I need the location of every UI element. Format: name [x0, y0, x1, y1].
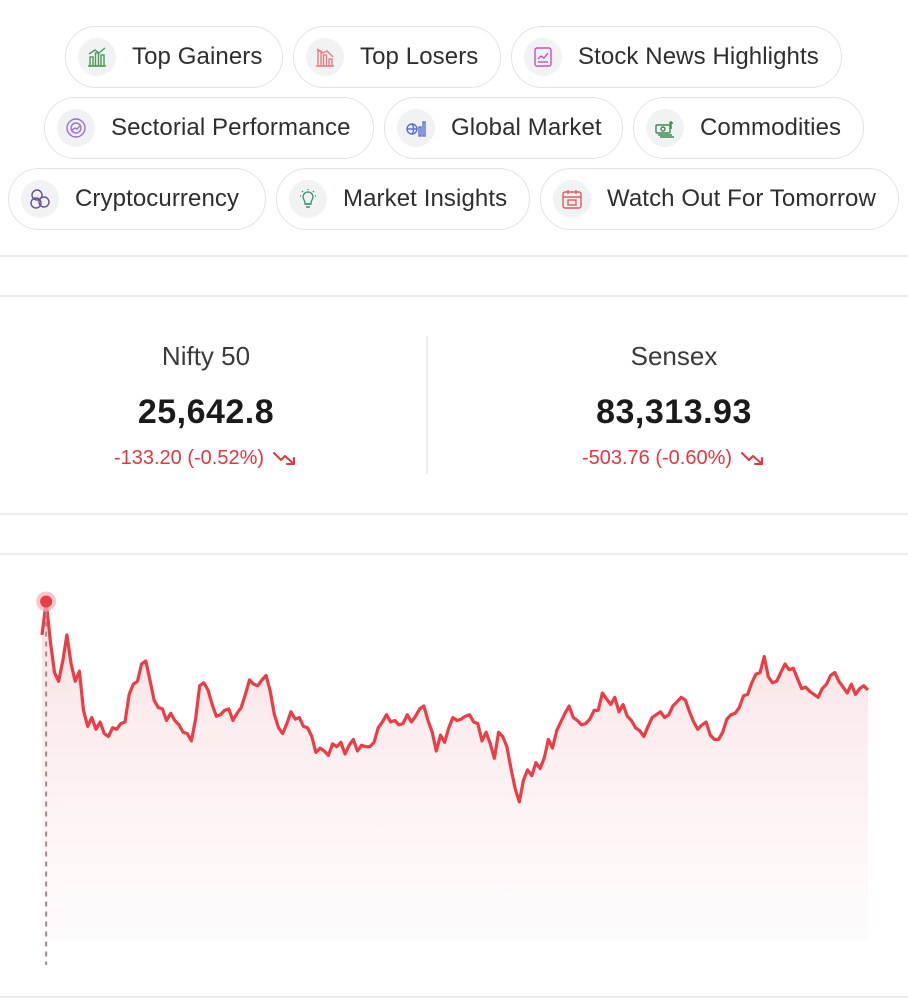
chip-label: Top Losers [360, 43, 479, 70]
chip-top-losers[interactable]: Top Losers [293, 26, 501, 88]
chip-sectorial-performance[interactable]: Sectorial Performance [44, 97, 374, 159]
index-card-sensex[interactable]: Sensex 83,313.93 -503.76 (-0.60%) [460, 338, 888, 471]
chip-label: Market Insights [343, 185, 508, 212]
chip-label: Global Market [451, 114, 602, 141]
index-change-text: -133.20 (-0.52%) [113, 447, 265, 469]
chip-label: Stock News Highlights [578, 43, 819, 70]
divider [0, 255, 908, 257]
divider [0, 553, 908, 555]
chip-market-insights[interactable]: Market Insights [276, 168, 530, 230]
index-card-nifty-50[interactable]: Nifty 50 25,642.8 -133.20 (-0.52%) [0, 338, 420, 471]
chart-series-line [40, 599, 870, 804]
chart-highlight-point[interactable] [40, 595, 53, 608]
index-name: Nifty 50 [161, 341, 251, 371]
chip-label: Top Gainers [132, 43, 263, 70]
chip-label: Watch Out For Tomorrow [607, 185, 876, 212]
lightbulb-icon [289, 180, 327, 218]
divider [0, 996, 908, 998]
bar-chart-up-icon [78, 38, 116, 76]
chip-label: Commodities [700, 114, 842, 141]
chip-top-gainers[interactable]: Top Gainers [65, 26, 283, 88]
chip-cryptocurrency[interactable]: Cryptocurrency [8, 168, 266, 230]
index-value: 25,642.8 [137, 393, 275, 431]
chip-stock-news-highlights[interactable]: Stock News Highlights [511, 26, 842, 88]
chip-global-market[interactable]: Global Market [384, 97, 623, 159]
bar-chart-down-icon [306, 38, 344, 76]
globe-chart-icon [397, 109, 435, 147]
divider [0, 513, 908, 515]
intraday-line-chart[interactable] [0, 560, 908, 980]
index-value: 83,313.93 [596, 393, 752, 431]
money-stack-icon [646, 109, 684, 147]
crypto-coins-icon [21, 180, 59, 218]
trend-down-icon [273, 452, 296, 465]
index-change-text: -503.76 (-0.60%) [581, 447, 733, 469]
chip-label: Sectorial Performance [111, 114, 351, 141]
gauge-icon [57, 109, 95, 147]
calendar-icon [553, 180, 591, 218]
news-chart-icon [524, 38, 562, 76]
chip-commodities[interactable]: Commodities [633, 97, 864, 159]
chart-area-fill [42, 601, 868, 940]
chip-label: Cryptocurrency [75, 185, 240, 212]
divider [0, 295, 908, 297]
chip-watch-out-for-tomorrow[interactable]: Watch Out For Tomorrow [540, 168, 899, 230]
index-change: -133.20 (-0.52%) [0, 445, 420, 471]
index-name: Sensex [630, 341, 718, 371]
index-divider [426, 336, 428, 474]
trend-down-icon [741, 452, 764, 465]
index-change: -503.76 (-0.60%) [460, 445, 888, 471]
